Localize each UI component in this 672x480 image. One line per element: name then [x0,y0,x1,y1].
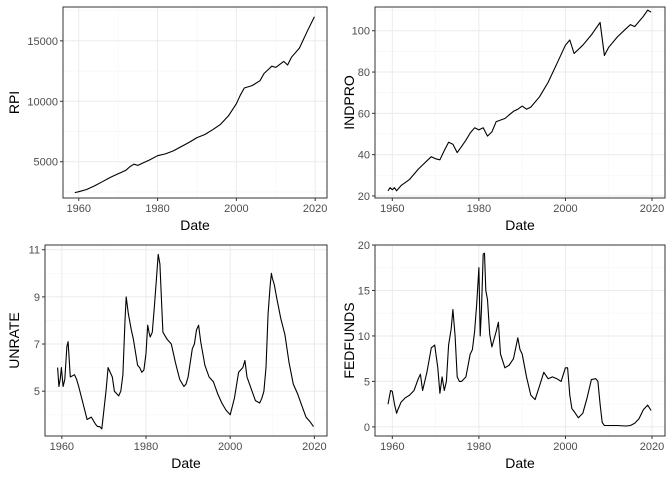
x-tick-label: 2020 [640,203,664,215]
chart-panel-4: 1960 1980 2000 2020 0 5 10 15 20 Date FEDFUNDS [341,240,666,471]
y-tick-label: 5000 [34,157,58,169]
x-tick-label: 2020 [640,441,664,453]
x-tick-label: 2000 [553,441,577,453]
y-tick-label: 100 [352,26,370,38]
y-axis-title: FEDFUNDS [341,302,357,378]
y-tick-label: 10 [358,331,370,343]
y-tick-label: 9 [34,292,40,304]
x-tick-label: 2000 [218,441,242,453]
x-axis-title: Date [180,217,210,233]
x-tick-label: 1960 [67,203,91,215]
x-tick-label: 1980 [467,203,491,215]
x-tick-label: 2020 [303,203,327,215]
y-tick-label: 80 [358,67,370,79]
panel-border [374,244,666,437]
x-tick-label: 1960 [380,441,404,453]
y-tick-label: 11 [29,245,40,257]
x-tick-label: 2000 [224,203,248,215]
x-axis-title: Date [171,455,201,471]
y-tick-label: 20 [358,191,370,203]
y-tick-label: 60 [358,108,370,120]
y-tick-label: 15 [358,285,370,297]
x-tick-label: 1980 [134,441,158,453]
series-line-1 [387,9,652,192]
chart-panel-1: 1960 1980 2000 2020 5000 10000 15000 Date RPI [6,6,328,233]
y-tick-label: 10000 [27,96,58,108]
y-tick-label: 5 [364,376,370,388]
y-axis-title: RPI [6,91,22,114]
y-axis-title: INDPRO [341,75,357,130]
y-axis-title: UNRATE [6,312,22,369]
y-tick-label: 20 [358,240,370,252]
x-axis-title: Date [505,455,535,471]
y-tick-label: 15000 [27,36,58,48]
panel-border [62,6,328,199]
y-tick-label: 7 [34,339,40,351]
y-tick-label: 0 [364,422,370,434]
series-line-1 [387,252,652,427]
series-line-1 [74,16,315,194]
x-tick-label: 2020 [302,441,326,453]
x-tick-label: 1960 [380,203,404,215]
x-tick-label: 1980 [145,203,169,215]
x-tick-label: 1960 [50,441,74,453]
x-tick-label: 2000 [553,203,577,215]
y-tick-label: 5 [34,386,40,398]
chart-panel-3: 1960 1980 2000 2020 5 7 9 11 Date UNRATE [6,244,328,471]
x-tick-label: 1980 [467,441,491,453]
panel-border [374,6,666,199]
x-axis-title: Date [505,217,535,233]
y-tick-label: 40 [358,150,370,162]
panel-border [44,244,328,437]
series-line-1 [57,253,314,430]
